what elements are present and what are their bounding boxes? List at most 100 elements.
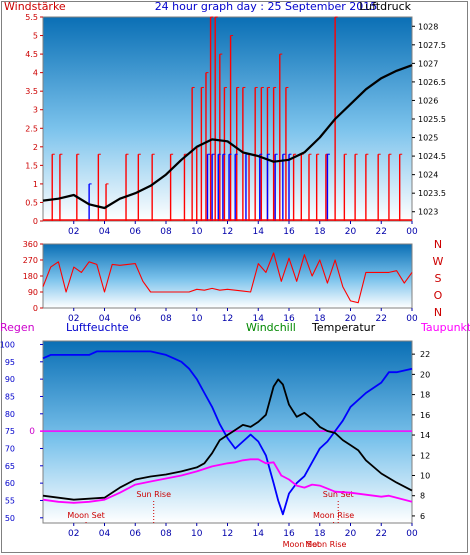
plot1-x-label: 08: [160, 227, 172, 237]
direction-y-label: 360: [23, 240, 38, 249]
plot2-x-label: 12: [222, 314, 233, 324]
plot1-x-label: 16: [283, 227, 295, 237]
plot1-x-label: 22: [376, 227, 387, 237]
direction-y-label: 180: [23, 272, 38, 281]
plot1-x-label: 14: [253, 227, 265, 237]
temperature-y-label: 12: [420, 451, 430, 460]
wind-y-label: 1.5: [25, 161, 38, 170]
plot3-background: [42, 340, 413, 524]
plot3-x-label: 16: [283, 529, 295, 539]
pressure-y-label: 1026: [418, 96, 438, 105]
plot2-background: [42, 243, 413, 309]
temperature-y-label: 18: [420, 391, 430, 400]
plot1-x-label: 10: [191, 227, 203, 237]
pressure-y-label: 1023: [418, 208, 438, 217]
compass-label: O: [434, 289, 443, 302]
legend-windchill: Windchill: [246, 321, 296, 334]
plot2-x-label: 02: [68, 314, 79, 324]
plot3-x-label: 18: [314, 529, 326, 539]
plot1-x-label: 06: [130, 227, 142, 237]
temperature-y-label: 16: [420, 411, 430, 420]
plot1-x-label: 02: [68, 227, 79, 237]
graph-title: 24 hour graph day : 25 September 2015: [155, 0, 378, 13]
pressure-y-label: 1024: [418, 171, 438, 180]
plot2-x-label: 04: [99, 314, 111, 324]
plot1-x-label: 18: [314, 227, 326, 237]
humidity-y-label: 80: [5, 410, 15, 419]
legend-regen: Regen: [0, 321, 35, 334]
humidity-y-label: 100: [0, 340, 15, 349]
temperature-y-label: 20: [420, 370, 430, 379]
plot2-x-label: 10: [191, 314, 203, 324]
humidity-y-label: 55: [5, 496, 15, 505]
event-label: Moon Rise: [305, 540, 346, 549]
plot3-x-label: 22: [376, 529, 387, 539]
pressure-y-label: 1025.5: [418, 115, 446, 124]
wind-y-label: 5: [33, 32, 38, 41]
event-label: Moon Rise: [313, 511, 354, 520]
plot3-x-label: 02: [68, 529, 79, 539]
wind-direction-line: [42, 252, 413, 304]
plot1-background: [42, 16, 413, 222]
plot2-x-label: 22: [376, 314, 387, 324]
pressure-line: [42, 64, 413, 210]
humidity-y-label: 85: [5, 392, 15, 401]
temperature-y-label: 14: [420, 431, 430, 440]
plot3-x-label: 14: [253, 529, 265, 539]
plot2-x-label: 18: [314, 314, 326, 324]
event-label: Moon Set: [283, 540, 320, 549]
plot2-x-label: 20: [345, 314, 357, 324]
temperature-y-label: 22: [420, 350, 430, 359]
compass-label: N: [434, 238, 442, 251]
plot3-x-label: 00: [406, 529, 418, 539]
pressure-y-label: 1028: [418, 22, 438, 31]
wind-y-label: 0.5: [25, 198, 38, 207]
plot3-x-label: 04: [99, 529, 111, 539]
legend-temperatur: Temperatur: [311, 321, 376, 334]
humidity-y-label: 75: [5, 427, 15, 436]
pressure-y-label: 1025: [418, 134, 438, 143]
humidity-y-label: 65: [5, 462, 15, 471]
plot2-x-label: 16: [283, 314, 295, 324]
wind-y-label: 2: [33, 143, 38, 152]
humidity-line: [42, 350, 413, 516]
event-label: Moon Set: [67, 511, 104, 520]
pressure-y-label: 1027.5: [418, 41, 446, 50]
wind-y-label: 4: [33, 69, 38, 78]
pressure-y-label: 1027: [418, 59, 438, 68]
wind-axis-title: Windstärke: [4, 0, 66, 13]
pressure-axis-title: Luftdruck: [359, 0, 411, 13]
plot3-x-label: 20: [345, 529, 357, 539]
direction-y-label: 90: [28, 288, 38, 297]
temperature-y-label: 6: [420, 512, 425, 521]
plot3-x-label: 06: [130, 529, 142, 539]
plot2-x-label: 06: [130, 314, 142, 324]
wind-y-label: 3.5: [25, 87, 38, 96]
legend-taupunkt: Taupunkt: [420, 321, 470, 334]
rain-zero-label: 0: [29, 427, 35, 437]
pressure-y-label: 1023.5: [418, 189, 446, 198]
wind-y-label: 4.5: [25, 50, 38, 59]
wind-y-label: 5.5: [25, 13, 38, 22]
event-label: Sun Set: [323, 490, 354, 499]
pressure-y-label: 1024.5: [418, 152, 446, 161]
plot2-x-label: 14: [253, 314, 265, 324]
temperature-y-label: 8: [420, 492, 425, 501]
wind-y-label: 3: [33, 106, 38, 115]
plot3-x-label: 12: [222, 529, 233, 539]
plot3-x-label: 10: [191, 529, 203, 539]
wind-y-label: 2.5: [25, 124, 38, 133]
temperature-y-label: 10: [420, 471, 430, 480]
compass-label: N: [434, 306, 442, 319]
humidity-y-label: 50: [5, 514, 15, 523]
direction-y-label: 270: [23, 256, 38, 265]
humidity-y-label: 60: [5, 479, 15, 488]
wind-y-label: 0: [33, 217, 38, 226]
compass-label: S: [435, 272, 442, 285]
humidity-y-label: 70: [5, 444, 15, 453]
plot1-x-label: 04: [99, 227, 111, 237]
plot2-x-label: 08: [160, 314, 172, 324]
plot1-x-label: 20: [345, 227, 357, 237]
humidity-y-label: 95: [5, 358, 15, 367]
